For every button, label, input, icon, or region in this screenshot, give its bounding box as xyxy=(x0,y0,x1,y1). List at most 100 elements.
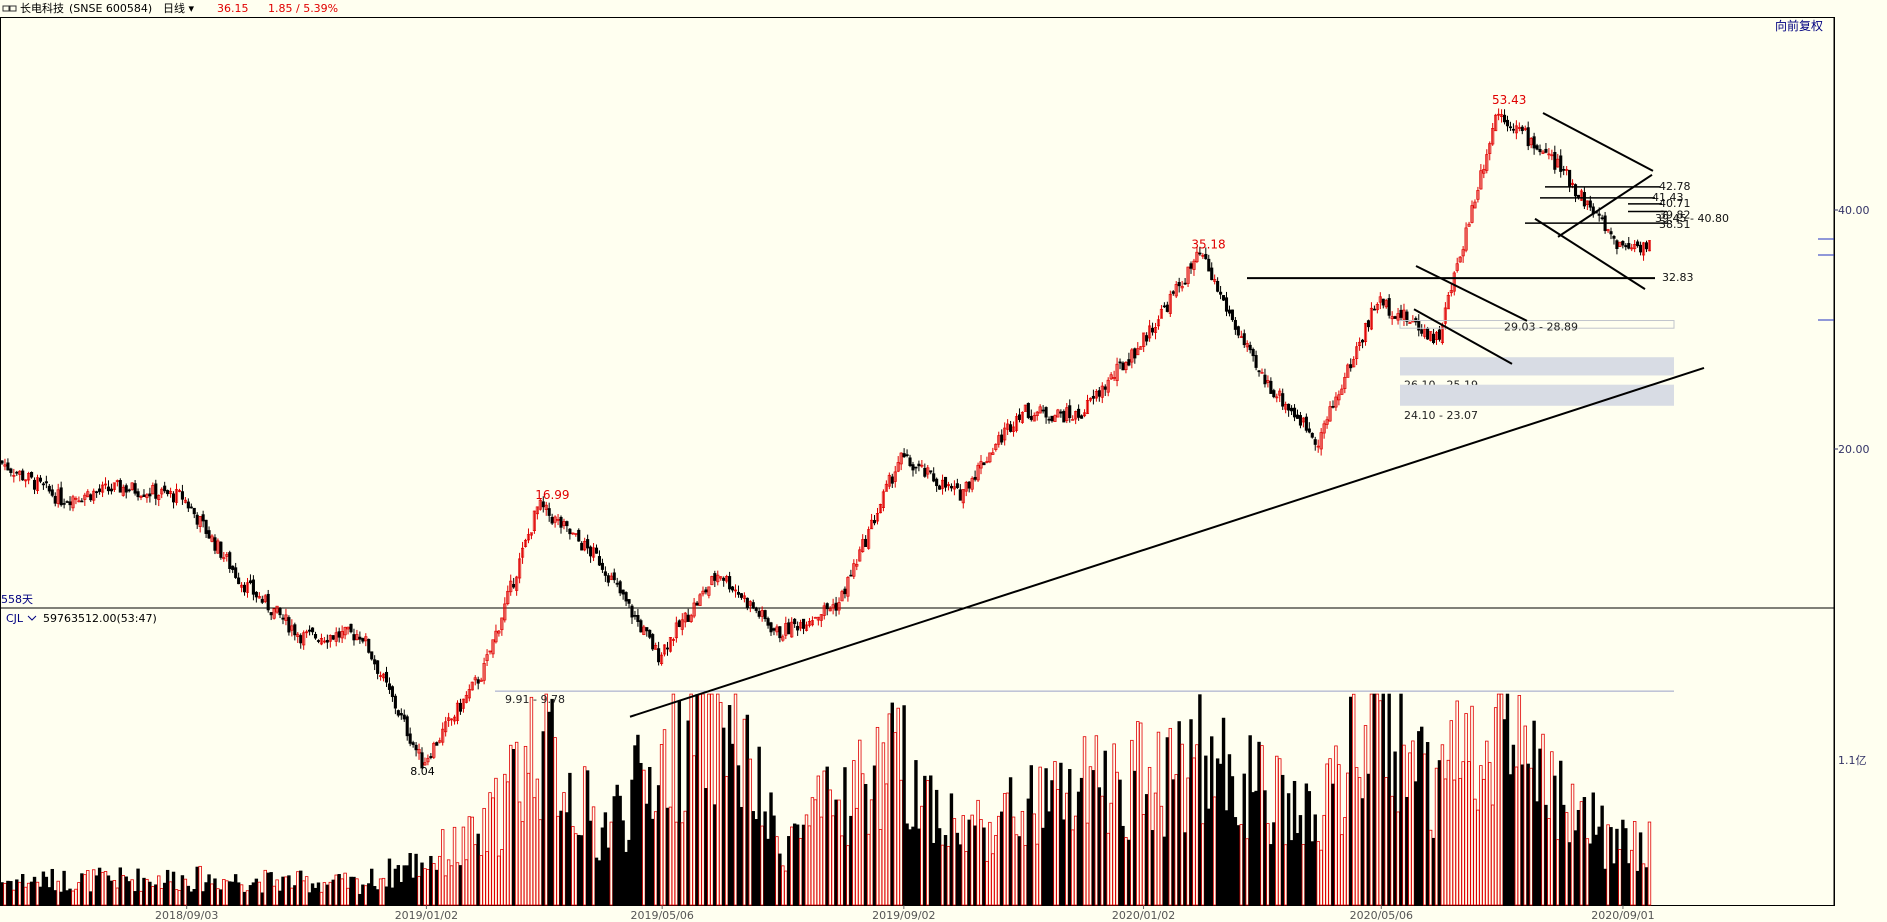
volume-bar xyxy=(1162,836,1167,906)
candle-body xyxy=(976,464,980,481)
volume-bar xyxy=(1354,767,1359,906)
volume-bar xyxy=(1499,693,1504,906)
volume-bar xyxy=(1065,792,1069,906)
header-bar: 长电科技 (SNSE 600584) 日线 ▾ 36.15 1.85 / 5.3… xyxy=(0,0,1887,17)
volume-bar xyxy=(680,822,684,906)
candle-body xyxy=(30,471,34,478)
volume-bar xyxy=(828,789,832,906)
candle-body xyxy=(1168,293,1172,314)
volume-bar xyxy=(1263,790,1267,906)
stock-code: (SNSE 600584) xyxy=(69,2,153,15)
volume-bar xyxy=(1337,764,1341,906)
candle-body xyxy=(195,514,199,525)
candle-body xyxy=(204,519,208,534)
volume-bar xyxy=(1396,811,1400,906)
volume-bar xyxy=(1644,867,1649,906)
volume-bar xyxy=(408,853,412,906)
volume-bar xyxy=(1073,815,1078,906)
candle-body xyxy=(384,671,389,683)
candle-body xyxy=(757,610,761,617)
volume-bar xyxy=(1156,731,1161,906)
candle-body xyxy=(1535,145,1539,150)
candle-body xyxy=(1366,320,1371,328)
candle-body xyxy=(852,563,856,577)
support-zone xyxy=(1399,320,1675,329)
candle-body xyxy=(405,716,409,737)
volume-bar xyxy=(1591,792,1595,906)
candle-body xyxy=(1082,412,1087,417)
candle-body xyxy=(349,623,353,633)
candle-body xyxy=(1464,227,1468,251)
volume-bar xyxy=(370,868,374,906)
volume-bar xyxy=(378,878,383,906)
volume-bar xyxy=(1550,751,1554,906)
candle-body xyxy=(920,464,924,467)
volume-bar xyxy=(399,881,403,906)
candle-body xyxy=(748,601,752,606)
volume-bar xyxy=(100,872,105,906)
candle-body xyxy=(157,495,161,501)
volume-bar xyxy=(1056,788,1060,906)
candle-body xyxy=(109,488,113,492)
candle-body xyxy=(24,479,28,482)
long-term-trendline xyxy=(629,366,1705,718)
volume-bar xyxy=(952,818,957,906)
candle-body xyxy=(154,483,158,499)
volume-bar xyxy=(180,875,185,906)
candle-body xyxy=(47,485,51,492)
volume-bar xyxy=(1150,830,1155,906)
volume-bar xyxy=(526,772,531,906)
volume-bar xyxy=(364,885,368,906)
volume-bar xyxy=(745,714,750,906)
candle-body xyxy=(1313,439,1317,445)
candle-body xyxy=(1600,217,1604,220)
candle-body xyxy=(1006,423,1010,430)
volume-bar xyxy=(1014,834,1019,906)
volume-bar xyxy=(1417,731,1421,906)
volume-bar xyxy=(988,821,992,906)
volume-bar xyxy=(1097,787,1102,906)
candle-body xyxy=(411,742,415,745)
candle-body xyxy=(929,470,933,473)
period-label: 日线 xyxy=(163,2,185,15)
candle-body xyxy=(1221,295,1226,301)
candle-body xyxy=(364,636,368,642)
candle-body xyxy=(420,752,424,769)
volume-bar xyxy=(701,693,705,906)
period-selector[interactable]: 日线 ▾ xyxy=(163,0,194,17)
volume-bar xyxy=(937,828,942,906)
volume-bar xyxy=(523,745,528,906)
candle-body xyxy=(1094,391,1098,399)
candle-body xyxy=(1363,323,1368,343)
candle-body xyxy=(645,627,649,632)
candle-body xyxy=(1139,346,1143,350)
volume-bar xyxy=(213,878,217,906)
volume-bar xyxy=(381,877,386,906)
link-icon[interactable] xyxy=(2,0,18,17)
volume-bar xyxy=(1000,811,1004,906)
candle-body xyxy=(606,575,610,583)
volume-bar xyxy=(352,876,356,906)
volume-bar xyxy=(511,749,516,906)
price-change: 1.85 / 5.39% xyxy=(268,2,339,15)
candle-body xyxy=(1310,432,1314,438)
candle-body xyxy=(621,589,625,595)
candle-body xyxy=(630,605,634,618)
volume-bar xyxy=(1621,819,1625,906)
candle-body xyxy=(1230,309,1234,321)
candle-body xyxy=(618,581,622,594)
volume-bar xyxy=(1026,798,1031,906)
candle-body xyxy=(1047,418,1051,421)
wedge-line xyxy=(1557,173,1653,238)
volume-bar xyxy=(1363,725,1368,906)
volume-bar xyxy=(503,773,507,906)
volume-bar xyxy=(68,888,72,906)
x-tick-label: 2020/09/01 xyxy=(1591,909,1654,922)
candle-body xyxy=(1500,114,1504,117)
candle-body xyxy=(819,614,823,621)
candle-body xyxy=(1068,405,1072,419)
candle-body xyxy=(1065,407,1069,421)
candle-body xyxy=(1502,114,1507,123)
candle-body xyxy=(83,494,87,500)
volume-bar xyxy=(1523,725,1527,906)
